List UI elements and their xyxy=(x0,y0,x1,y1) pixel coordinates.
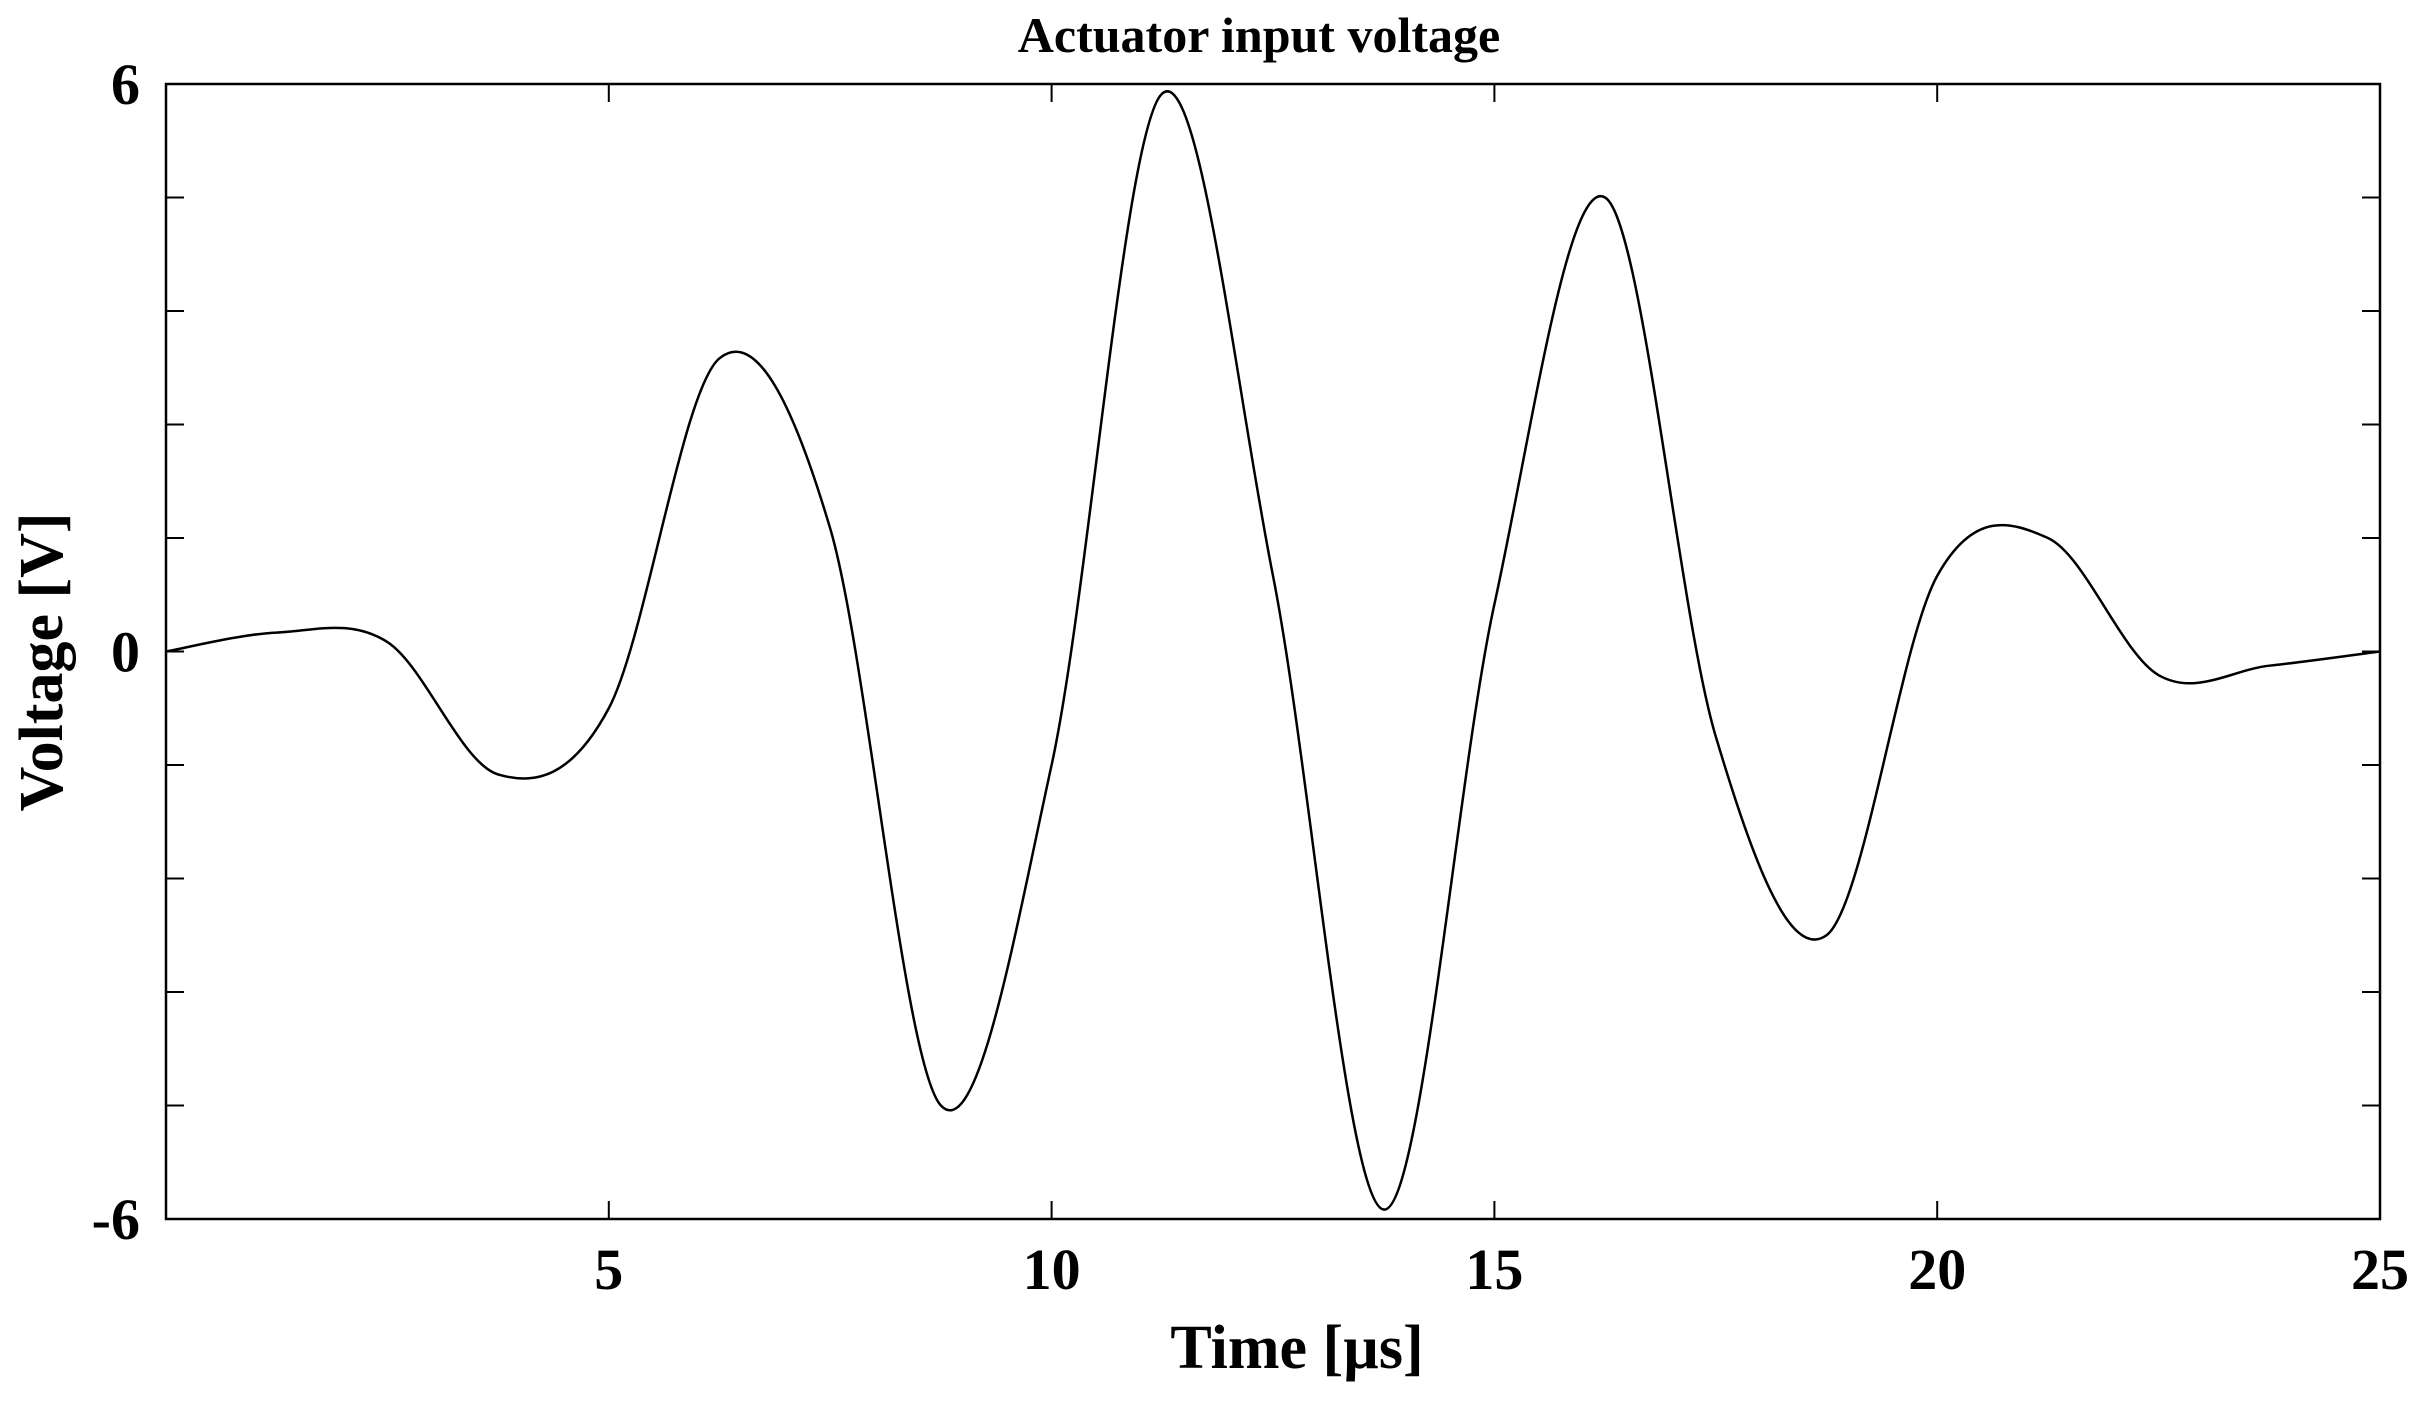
x-tick-label: 20 xyxy=(1908,1237,1966,1302)
x-tick-label: 15 xyxy=(1465,1237,1523,1302)
plot-area xyxy=(164,82,2382,1221)
x-axis-tick-labels: 5 10 15 20 25 xyxy=(594,1237,2409,1302)
series-group xyxy=(165,90,2381,1211)
voltage-series-line xyxy=(165,90,2381,1211)
y-tick-label: 6 xyxy=(111,52,140,117)
y-axis-label: Voltage [V] xyxy=(8,512,76,811)
x-axis-label: Time [µs] xyxy=(1170,1314,1423,1382)
x-tick-label: 10 xyxy=(1023,1237,1081,1302)
y-axis-tick-labels: -6 0 6 xyxy=(92,52,140,1252)
chart-title: Actuator input voltage xyxy=(1018,7,1500,63)
y-tick-label: 0 xyxy=(111,620,140,685)
x-tick-label: 25 xyxy=(2351,1237,2409,1302)
plot-frame xyxy=(164,82,2382,1221)
axis-ticks xyxy=(166,83,2381,1220)
x-tick-label: 5 xyxy=(594,1237,623,1302)
y-tick-label: -6 xyxy=(92,1187,140,1252)
